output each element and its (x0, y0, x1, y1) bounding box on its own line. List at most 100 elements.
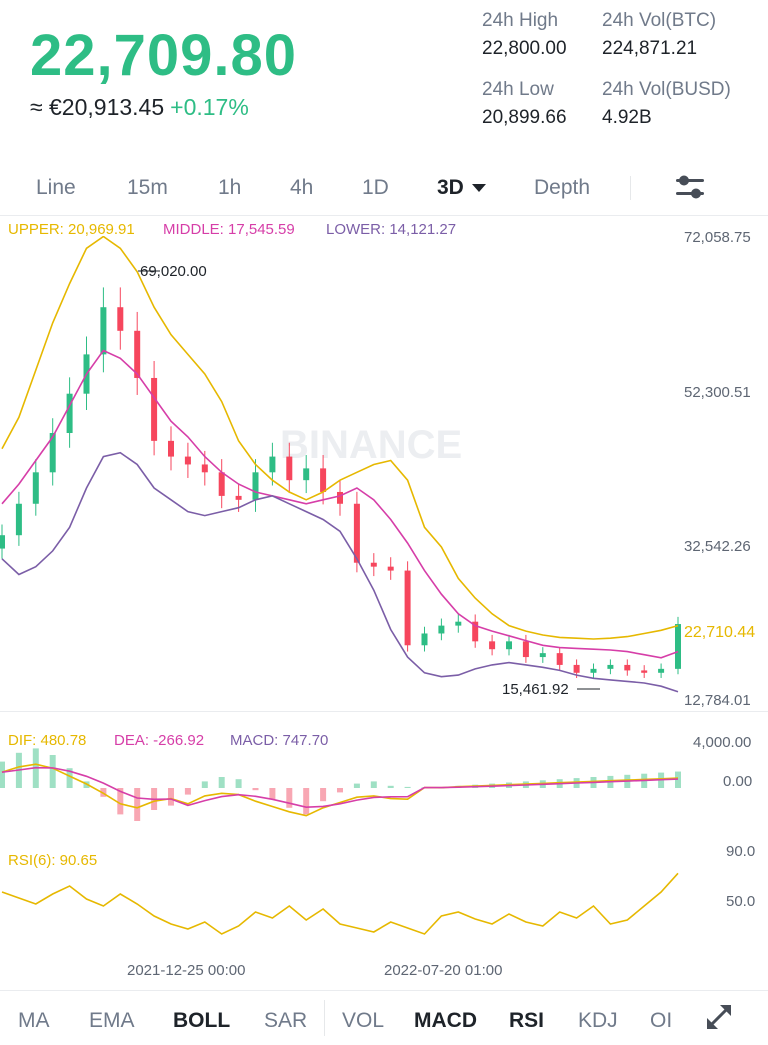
candle-body (66, 393, 73, 434)
candle-body (539, 653, 546, 658)
settings-sliders-icon[interactable] (672, 172, 708, 204)
price-axis-label: 12,784.01 (684, 692, 751, 709)
tab-obv[interactable]: OI (650, 1009, 673, 1032)
candle-body (49, 433, 56, 473)
candle-body (320, 468, 327, 492)
macd-dif-label: DIF: 480.78 (8, 732, 87, 749)
candle-body (522, 641, 529, 658)
macd-histogram (0, 748, 681, 821)
macd-bar (286, 788, 293, 808)
macd-bar (66, 768, 73, 788)
candle-body (286, 456, 293, 481)
boll-middle-label: MIDDLE: 17,545.59 (163, 221, 295, 238)
macd-value-label: MACD: 747.70 (230, 732, 329, 749)
price-axis-label: 72,058.75 (684, 229, 751, 246)
chart-divider (0, 711, 768, 712)
candle-body (489, 641, 496, 650)
rsi-line (1, 872, 679, 935)
macd-bar (168, 788, 174, 806)
tab-1h[interactable]: 1h (218, 176, 242, 199)
candle-body (472, 621, 479, 642)
macd-bar (370, 781, 377, 788)
candle-body (269, 456, 276, 473)
stat-value-24h-high: 22,800.00 (482, 38, 567, 59)
rsi-chart[interactable] (0, 852, 690, 964)
macd-bar (117, 788, 124, 815)
low-marker: 15,461.92 (502, 681, 600, 698)
candle-body (675, 624, 681, 669)
indicator-tabs: MA EMA BOLL SAR VOL MACD RSI KDJ OI (0, 990, 768, 1045)
rsi-axis-50: 50.0 (726, 893, 756, 910)
tab-depth[interactable]: Depth (534, 176, 591, 199)
tab-ma[interactable]: MA (18, 1009, 50, 1032)
tab-3d[interactable]: 3D (437, 176, 486, 200)
macd-dif-line (1, 763, 679, 817)
interval-tabs: Line 15m 1h 4h 1D 3D Depth (0, 160, 768, 216)
tab-vol[interactable]: VOL (342, 1009, 385, 1032)
macd-bar (235, 779, 242, 788)
low-marker-label: 15,461.92 (502, 681, 569, 698)
candlesticks (0, 287, 681, 678)
boll-lower-line (1, 451, 679, 693)
tab-kdj[interactable]: KDJ (578, 1009, 618, 1032)
macd-bar (49, 755, 56, 788)
candle-body (624, 664, 631, 671)
macd-chart[interactable] (0, 740, 690, 850)
price-chart[interactable]: BINANCE 69,020.00 15,461.92 (0, 236, 690, 710)
candle-body (387, 566, 394, 571)
fiat-price: ≈ €20,913.45 (30, 94, 165, 120)
candle-body (337, 491, 343, 504)
macd-bar (134, 788, 141, 821)
stat-label-24h-high: 24h High (482, 10, 559, 31)
macd-bar (218, 777, 225, 788)
tab-line[interactable]: Line (36, 176, 76, 199)
tab-macd[interactable]: MACD (414, 1009, 477, 1032)
tab-boll[interactable]: BOLL (173, 1009, 231, 1032)
candle-body (168, 440, 174, 457)
candle-body (438, 625, 445, 634)
candle-body (151, 377, 158, 441)
price-axis-label: 32,542.26 (684, 538, 751, 555)
rsi-axis-90: 90.0 (726, 843, 756, 860)
tab-ema[interactable]: EMA (89, 1009, 135, 1032)
candle-body (201, 464, 208, 473)
candle-body (556, 653, 563, 665)
candle-body (235, 495, 242, 500)
candle-body (303, 468, 310, 481)
fiat-price-row: ≈ €20,913.45 +0.17% (30, 94, 249, 121)
tabs-separator (630, 176, 631, 200)
tab-rsi[interactable]: RSI (509, 1009, 545, 1032)
boll-upper-line (1, 236, 679, 640)
macd-dea-label: DEA: -266.92 (114, 732, 205, 749)
candle-body (455, 621, 462, 626)
candle-body (100, 307, 107, 355)
current-price-tag: 22,710.44 (684, 624, 756, 641)
macd-bar (404, 786, 411, 788)
candle-body (607, 664, 614, 669)
last-price: 22,709.80 (30, 23, 298, 88)
macd-bar (269, 788, 276, 799)
macd-dea-line (1, 766, 679, 809)
macd-bar (303, 788, 310, 815)
price-axis-label: 52,300.51 (684, 384, 751, 401)
fullscreen-expand-icon[interactable] (702, 1000, 736, 1034)
high-marker: 69,020.00 (138, 263, 207, 280)
candle-body (15, 503, 22, 536)
macd-bar (184, 788, 191, 795)
rsi-label: RSI(6): 90.65 (8, 852, 98, 869)
stat-label-24h-low: 24h Low (482, 79, 554, 100)
candle-body (184, 456, 191, 465)
candle-body (252, 472, 259, 500)
change-percent: +0.17% (170, 94, 249, 120)
candle-body (218, 472, 225, 496)
candle-body (134, 330, 141, 378)
boll-upper-label: UPPER: 20,969.91 (8, 221, 135, 238)
tab-sar[interactable]: SAR (264, 1009, 308, 1032)
time-axis-label: 2022-07-20 01:00 (384, 962, 503, 979)
tab-15m[interactable]: 15m (127, 176, 168, 199)
candle-body (404, 570, 411, 646)
tab-1d[interactable]: 1D (362, 176, 389, 199)
boll-lower-label: LOWER: 14,121.27 (326, 221, 457, 238)
time-axis-label: 2021-12-25 00:00 (127, 962, 246, 979)
tab-4h[interactable]: 4h (290, 176, 314, 199)
